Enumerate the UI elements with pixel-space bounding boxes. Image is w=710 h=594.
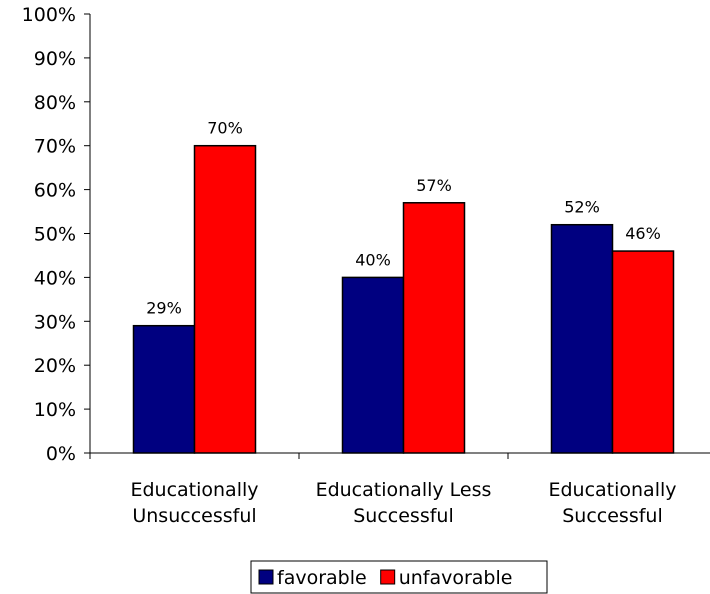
y-tick-label: 20% <box>34 355 76 377</box>
y-tick-label: 70% <box>34 136 76 158</box>
y-tick-label: 30% <box>34 311 76 333</box>
x-axis: Educationally Unsuccessful Educationally L… <box>89 452 710 527</box>
bars <box>132 144 675 454</box>
data-label-favorable: 52% <box>564 198 600 217</box>
data-label-unfavorable: 57% <box>416 176 452 195</box>
y-tick-label: 10% <box>34 399 76 421</box>
legend: favorable unfavorable <box>250 560 548 594</box>
legend-label-favorable: favorable <box>277 567 367 589</box>
legend-swatch-unfavorable <box>380 569 396 585</box>
legend-label-unfavorable: unfavorable <box>399 567 513 589</box>
legend-box <box>250 560 548 594</box>
category-label: Successful <box>353 505 454 527</box>
data-label-favorable: 29% <box>146 299 182 318</box>
y-tick-label: 0% <box>46 443 76 465</box>
category-label: Educationally <box>548 479 676 501</box>
data-label-unfavorable: 46% <box>625 224 661 243</box>
y-tick-label: 60% <box>34 180 76 202</box>
bar-unfavorable <box>611 250 675 454</box>
y-tick-label: 40% <box>34 267 76 289</box>
bar-favorable <box>132 324 196 454</box>
y-axis: 0% 10% 20% 30% 40% 50% 60% 70% 80% 90% 100% <box>22 4 91 465</box>
category-label: Educationally <box>130 479 258 501</box>
data-labels: 29% 70% 40% 57% 52% 46% <box>146 119 661 318</box>
y-tick-label: 90% <box>34 48 76 70</box>
y-tick-label: 80% <box>34 92 76 114</box>
category-label: Educationally Less <box>316 479 492 501</box>
bar-favorable <box>550 223 614 454</box>
y-tick-label: 100% <box>22 4 76 26</box>
bar-unfavorable <box>402 202 466 454</box>
category-label: Successful <box>562 505 663 527</box>
legend-swatch-favorable <box>258 569 274 585</box>
bar-unfavorable <box>193 144 257 454</box>
data-label-unfavorable: 70% <box>207 119 243 138</box>
bar-favorable <box>341 276 405 454</box>
data-label-favorable: 40% <box>355 250 391 269</box>
category-label: Unsuccessful <box>132 505 256 527</box>
y-tick-label: 50% <box>34 224 76 246</box>
